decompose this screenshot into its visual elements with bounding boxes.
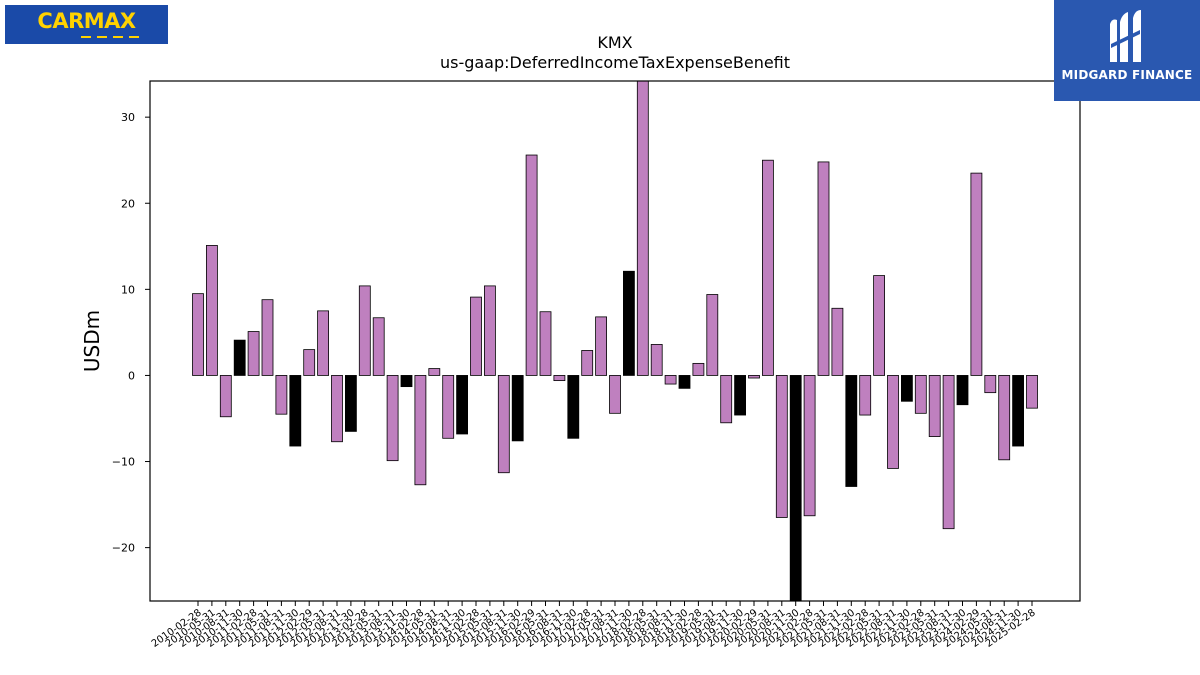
x-axis: 2010-02-282010-05-312010-08-312010-11-30… bbox=[150, 601, 1038, 650]
logo-dash bbox=[129, 36, 139, 38]
midgard-brand-text: MIDGARD FINANCE bbox=[1061, 68, 1193, 82]
bar-2011-08-31 bbox=[275, 375, 288, 415]
y-tick-label: 0 bbox=[128, 369, 135, 382]
bar-2017-08-31 bbox=[609, 375, 621, 414]
bar-2020-05-31 bbox=[762, 159, 774, 376]
bar-2014-08-31 bbox=[442, 375, 455, 439]
bar-2015-02-28 bbox=[470, 296, 482, 376]
plot-frame bbox=[149, 80, 1081, 602]
bar-2012-05-31 bbox=[317, 310, 330, 376]
carmax-wordmark: CARMAX bbox=[37, 9, 136, 33]
logo-dash bbox=[97, 36, 107, 38]
y-tick-label: 30 bbox=[121, 111, 135, 124]
bar-2022-02-28 bbox=[859, 375, 872, 416]
carmax-logo: CARMAX bbox=[5, 5, 168, 44]
logo-dash bbox=[81, 36, 91, 38]
bar-2021-05-31 bbox=[817, 161, 830, 376]
bar-2019-05-31 bbox=[706, 294, 719, 376]
bar-2015-08-31 bbox=[497, 375, 510, 474]
bar-2012-02-29 bbox=[303, 349, 316, 376]
bar-2021-11-30 bbox=[845, 375, 858, 487]
bar-2024-05-31 bbox=[984, 375, 997, 394]
y-axis: −20 −10 0 10 20 30 bbox=[112, 111, 150, 555]
bar-2024-02-29 bbox=[970, 172, 983, 376]
bar-2011-02-28 bbox=[247, 331, 260, 376]
bar-2014-11-30 bbox=[456, 375, 469, 435]
y-tick-label: −10 bbox=[112, 456, 135, 469]
bar-2020-11-30 bbox=[789, 375, 802, 602]
bar-2013-08-31 bbox=[386, 375, 399, 462]
bar-2021-02-28 bbox=[803, 375, 816, 517]
chart-subtitle: us-gaap:DeferredIncomeTaxExpenseBenefit bbox=[439, 53, 791, 72]
bar-2015-05-31 bbox=[483, 285, 496, 376]
y-tick-label: 10 bbox=[121, 283, 135, 296]
bar-2019-02-28 bbox=[692, 362, 705, 376]
bar-2019-08-31 bbox=[720, 375, 733, 424]
bar-2017-11-30 bbox=[623, 270, 635, 376]
bar-2013-11-30 bbox=[400, 375, 413, 388]
bar-2024-11-30 bbox=[1012, 375, 1024, 447]
bar-2013-02-28 bbox=[358, 285, 371, 376]
bar-2021-08-31 bbox=[831, 307, 844, 376]
midgard-finance-logo: MIDGARD FINANCE bbox=[1054, 0, 1200, 101]
y-tick-label: −20 bbox=[112, 542, 135, 555]
logo-dash bbox=[113, 36, 123, 38]
bar-2010-02-28 bbox=[192, 293, 204, 376]
chart-title: KMX bbox=[597, 33, 633, 52]
bar-2010-08-31 bbox=[219, 375, 232, 418]
bar-2014-02-28 bbox=[414, 375, 427, 486]
plot-area bbox=[150, 81, 1080, 601]
bar-2010-11-30 bbox=[233, 339, 246, 376]
bar-2014-05-31 bbox=[428, 368, 441, 376]
bar-2017-05-31 bbox=[595, 316, 607, 376]
bar-2011-11-30 bbox=[289, 375, 302, 447]
bar-2018-05-31 bbox=[650, 344, 663, 376]
bar-2016-02-29 bbox=[525, 154, 538, 376]
bar-2012-08-31 bbox=[331, 375, 343, 443]
bar-2023-11-30 bbox=[956, 375, 969, 406]
bar-2022-11-30 bbox=[901, 375, 913, 402]
bar-series bbox=[192, 80, 1038, 602]
bar-2022-08-31 bbox=[887, 375, 899, 469]
bar-2023-08-31 bbox=[942, 375, 955, 530]
midgard-emblem-icon bbox=[1110, 10, 1141, 62]
bar-2016-05-31 bbox=[539, 311, 552, 376]
y-axis-label: USDm bbox=[80, 310, 104, 372]
bar-2022-05-31 bbox=[873, 275, 885, 376]
bar-2013-05-31 bbox=[372, 317, 385, 376]
bar-2018-08-31 bbox=[664, 375, 677, 385]
bar-2023-02-28 bbox=[914, 375, 927, 414]
bar-2012-11-30 bbox=[344, 375, 357, 432]
bar-2016-11-30 bbox=[567, 375, 580, 439]
bar-2017-02-28 bbox=[581, 350, 594, 376]
bar-2010-05-31 bbox=[205, 245, 218, 376]
bar-2016-08-31 bbox=[553, 375, 566, 382]
bar-2011-05-31 bbox=[261, 299, 274, 376]
bar-2020-02-29 bbox=[748, 375, 760, 379]
bar-2018-11-30 bbox=[678, 375, 691, 389]
bar-2023-05-31 bbox=[928, 375, 941, 437]
bar-2015-11-30 bbox=[511, 375, 524, 442]
bar-2019-11-30 bbox=[734, 375, 746, 416]
bar-2024-08-31 bbox=[998, 375, 1011, 461]
bar-2018-02-28 bbox=[636, 80, 649, 376]
y-tick-label: 20 bbox=[121, 197, 135, 210]
bar-2025-02-28 bbox=[1026, 375, 1038, 409]
bar-2020-08-31 bbox=[775, 375, 788, 518]
